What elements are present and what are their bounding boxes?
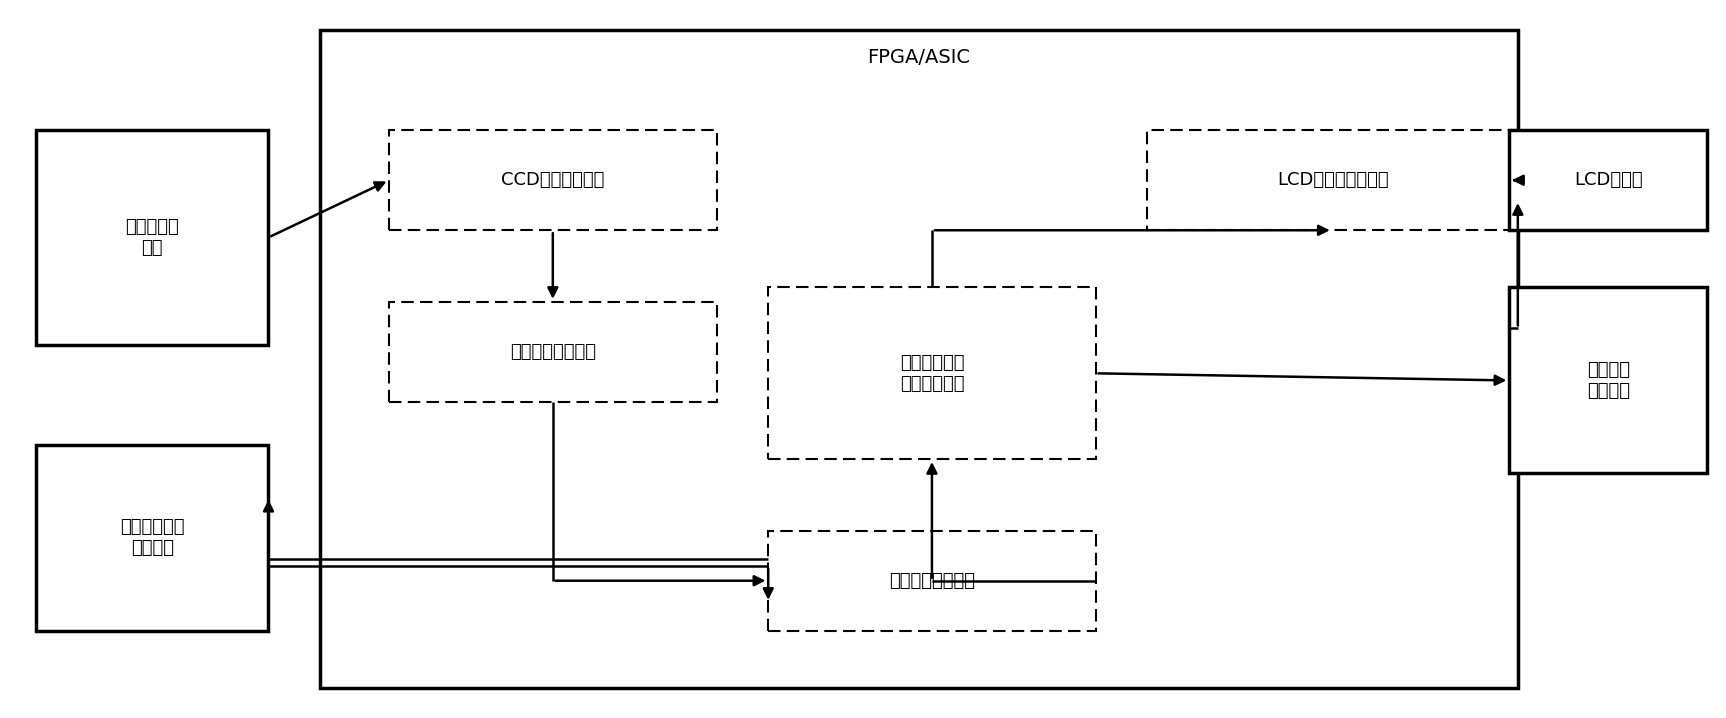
Bar bbox=[321, 30, 1517, 688]
Text: 高速显示
存储芯片: 高速显示 存储芯片 bbox=[1586, 361, 1629, 400]
Text: 激光散斑血流
处理内核模块: 激光散斑血流 处理内核模块 bbox=[899, 354, 965, 393]
Text: 原始图像缓存模块: 原始图像缓存模块 bbox=[509, 343, 595, 361]
Text: FPGA/ASIC: FPGA/ASIC bbox=[868, 48, 970, 67]
Text: 图像传感器
模块: 图像传感器 模块 bbox=[126, 218, 180, 257]
Text: CCD控制采集模块: CCD控制采集模块 bbox=[501, 171, 604, 190]
Text: 原始图像读取模块: 原始图像读取模块 bbox=[889, 572, 975, 589]
Bar bbox=[36, 445, 269, 631]
Bar bbox=[1148, 130, 1517, 230]
Bar bbox=[388, 130, 716, 230]
Text: 原始图像高速
存储芯片: 原始图像高速 存储芯片 bbox=[119, 518, 185, 557]
Text: LCD显示控制器模块: LCD显示控制器模块 bbox=[1277, 171, 1388, 190]
Bar bbox=[1509, 130, 1707, 230]
Bar bbox=[768, 531, 1096, 631]
Bar bbox=[388, 302, 716, 402]
Bar bbox=[1509, 287, 1707, 473]
Bar bbox=[768, 287, 1096, 459]
Bar bbox=[36, 130, 269, 345]
Text: LCD显示器: LCD显示器 bbox=[1574, 171, 1643, 190]
